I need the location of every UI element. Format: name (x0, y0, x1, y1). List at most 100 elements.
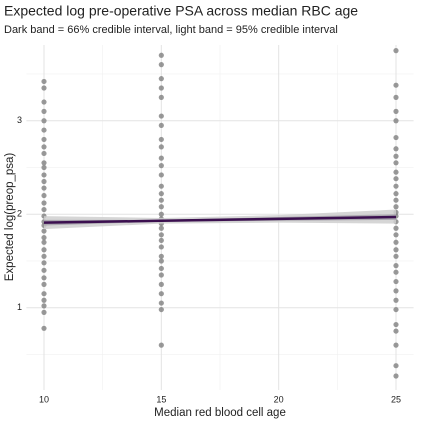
data-point (41, 235, 47, 241)
data-point (393, 363, 399, 369)
data-point (393, 269, 399, 275)
data-point (393, 176, 399, 182)
data-point (158, 272, 164, 278)
fit-line (43, 215, 397, 224)
data-point (41, 160, 47, 166)
data-point (41, 164, 47, 171)
data-point (41, 297, 47, 303)
data-point (158, 306, 164, 313)
data-point (158, 342, 164, 348)
data-point (158, 113, 164, 119)
data-point (41, 172, 47, 178)
data-point (158, 253, 164, 259)
data-point (393, 146, 399, 152)
data-point (41, 309, 47, 315)
data-point (41, 325, 47, 331)
data-point (158, 62, 164, 68)
data-point (158, 197, 164, 203)
data-point (158, 244, 164, 250)
data-point (393, 278, 399, 285)
data-point (41, 185, 47, 191)
data-point (393, 288, 399, 294)
data-point (393, 247, 399, 253)
x-tick-label: 20 (274, 394, 284, 404)
data-point (158, 265, 164, 272)
data-point (158, 211, 164, 217)
data-point (158, 281, 164, 287)
data-point (158, 163, 164, 169)
data-point (41, 267, 47, 273)
chart-subtitle: Dark band = 66% credible interval, light… (4, 24, 338, 36)
x-tick-label: 25 (391, 394, 401, 404)
y-tick-label: 2 (17, 209, 22, 219)
data-point (158, 155, 164, 161)
data-point (393, 306, 399, 313)
x-tick-label: 15 (156, 394, 166, 404)
data-point (41, 192, 47, 199)
data-point (393, 108, 399, 114)
x-axis-label: Median red blood cell age (154, 407, 286, 419)
data-point (158, 94, 164, 100)
data-point (393, 82, 399, 88)
data-point (158, 183, 164, 189)
data-point (41, 247, 47, 253)
data-point (41, 206, 47, 213)
data-point (41, 303, 47, 309)
data-point (41, 118, 47, 124)
x-tick-label: 10 (39, 394, 49, 404)
chart-title: Expected log pre-operative PSA across me… (4, 3, 358, 19)
data-point (158, 122, 164, 129)
data-point (158, 204, 164, 210)
data-point (158, 291, 164, 297)
data-point (393, 263, 399, 269)
data-point (158, 76, 164, 82)
data-point (393, 204, 399, 210)
y-tick-label: 3 (17, 115, 22, 125)
data-point (393, 239, 399, 245)
data-point (158, 225, 164, 231)
data-point (41, 228, 47, 234)
data-point (393, 118, 399, 124)
data-point (393, 328, 399, 334)
data-point (393, 225, 399, 231)
data-point (393, 321, 399, 328)
data-point (393, 197, 399, 203)
data-point (393, 183, 399, 189)
data-point (158, 258, 164, 264)
data-point (41, 99, 47, 105)
data-point (393, 153, 399, 159)
data-point (41, 275, 47, 281)
data-point (158, 144, 164, 150)
data-point (393, 134, 399, 141)
data-point (41, 136, 47, 143)
data-point (41, 78, 47, 85)
data-point (393, 232, 399, 238)
data-point (393, 253, 399, 259)
data-point (41, 260, 47, 266)
data-point (41, 200, 47, 206)
data-point (393, 48, 399, 54)
data-point (41, 253, 47, 259)
y-axis-label: Expected log(preop_psa) (4, 153, 16, 282)
data-point (393, 342, 399, 348)
data-point (158, 191, 164, 197)
data-point (158, 85, 164, 91)
data-point (393, 169, 399, 175)
data-point (41, 239, 47, 245)
data-point (393, 373, 399, 379)
data-point (41, 281, 47, 287)
data-point (158, 52, 164, 58)
data-point (158, 232, 164, 238)
data-point (41, 85, 47, 91)
data-point (393, 191, 399, 197)
y-tick-label: 1 (17, 302, 22, 312)
data-point (41, 144, 47, 150)
data-point (41, 150, 47, 157)
data-point (158, 237, 164, 244)
data-point (41, 127, 47, 133)
data-point (158, 172, 164, 178)
data-point (41, 291, 47, 297)
data-point (393, 94, 399, 100)
data-point (393, 297, 399, 303)
